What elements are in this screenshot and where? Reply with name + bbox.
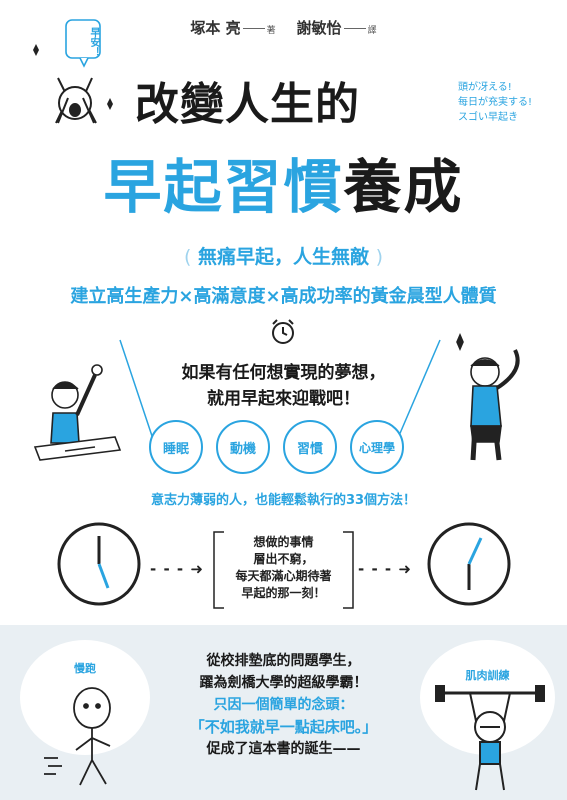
- tag-habit: 習慣: [283, 420, 337, 474]
- jogging-figure-illustration: [44, 687, 111, 786]
- tag-psychology: 心理學: [350, 420, 404, 474]
- center-line-1: 想做的事情: [253, 535, 314, 549]
- sparkle-icon: [33, 44, 39, 56]
- title-black: 養成: [343, 153, 464, 221]
- jp-line-3: スゴい早起き: [458, 112, 518, 123]
- author-line: 塚本 亮 著 謝敏怡 譯: [0, 17, 567, 38]
- center-box-text: 想做的事情 層出不窮， 每天都滿心期待著 早起的那一刻！: [215, 534, 352, 606]
- story-line-3: 只因一個簡單的念頭：: [213, 697, 354, 713]
- jp-line-1: 頭が冴える!: [458, 82, 512, 93]
- arrow-right: - - - ➜: [358, 560, 412, 578]
- center-line-3: 每天都滿心期待著: [235, 569, 332, 583]
- tag-motivation: 動機: [216, 420, 270, 474]
- author-name: 塚本 亮: [190, 19, 241, 37]
- center-line-2: 層出不窮，: [253, 552, 314, 566]
- title-line-1: 改變人生的: [135, 79, 360, 130]
- jp-line-2: 每日が充実する!: [458, 97, 533, 108]
- title-blue: 早起習慣: [103, 153, 344, 221]
- author-role: 著: [266, 26, 276, 36]
- slogan-text: 無痛早起，人生無敵: [197, 246, 369, 268]
- dream-line-1: 如果有任何想實現的夢想，: [181, 363, 386, 383]
- method-count-text: 意志力薄弱的人，也能輕鬆執行的33個方法！: [150, 493, 417, 508]
- dream-text: 如果有任何想實現的夢想， 就用早起來迎戰吧！: [0, 360, 567, 412]
- bubble-text: 早安！: [88, 27, 99, 57]
- clock-right-icon: [427, 522, 511, 606]
- cloud-jogging-label: 慢跑: [74, 662, 96, 675]
- clock-left-icon: [57, 522, 141, 606]
- story-text: 從校排墊底的問題學生， 躍為劍橋大學的超級學霸！ 只因一個簡單的念頭： 「不如我…: [0, 650, 567, 760]
- story-line-4: 「不如我就早一點起床吧。」: [189, 718, 378, 736]
- benefits-line: 建立高生產力×高滿意度×高成功率的黃金晨型人體質: [70, 286, 497, 307]
- japanese-tagline: 頭が冴える! 每日が充実する! スゴい早起き: [458, 80, 532, 125]
- studying-student-illustration: [33, 364, 122, 461]
- story-line-5: 促成了這本書的誕生——: [206, 741, 361, 757]
- arrow-left: - - - ➜: [150, 560, 204, 578]
- cloud-workout-label: 肌肉訓練: [465, 669, 510, 682]
- cheering-person-illustration: [33, 19, 113, 124]
- center-box-frame: [213, 531, 354, 609]
- translator-role: 譯: [367, 26, 377, 36]
- alarm-clock-icon: [272, 319, 294, 344]
- weightlifting-figure-illustration: [435, 685, 545, 791]
- title-line-2: 早起習慣養成: [0, 140, 567, 224]
- translator-name: 謝敏怡: [296, 19, 342, 37]
- connector-lines: [119, 339, 441, 446]
- story-line-1: 從校排墊底的問題學生，: [206, 653, 361, 669]
- sparkle-icon: [107, 98, 113, 110]
- story-line-2: 躍為劍橋大學的超級學霸！: [199, 675, 368, 691]
- stretching-man-illustration: [456, 332, 520, 461]
- tag-sleep: 睡眠: [149, 420, 203, 474]
- dream-line-2: 就用早起來迎戰吧！: [207, 389, 360, 409]
- slogan: ( 無痛早起，人生無敵 ): [183, 246, 384, 268]
- center-line-4: 早起的那一刻！: [241, 586, 326, 600]
